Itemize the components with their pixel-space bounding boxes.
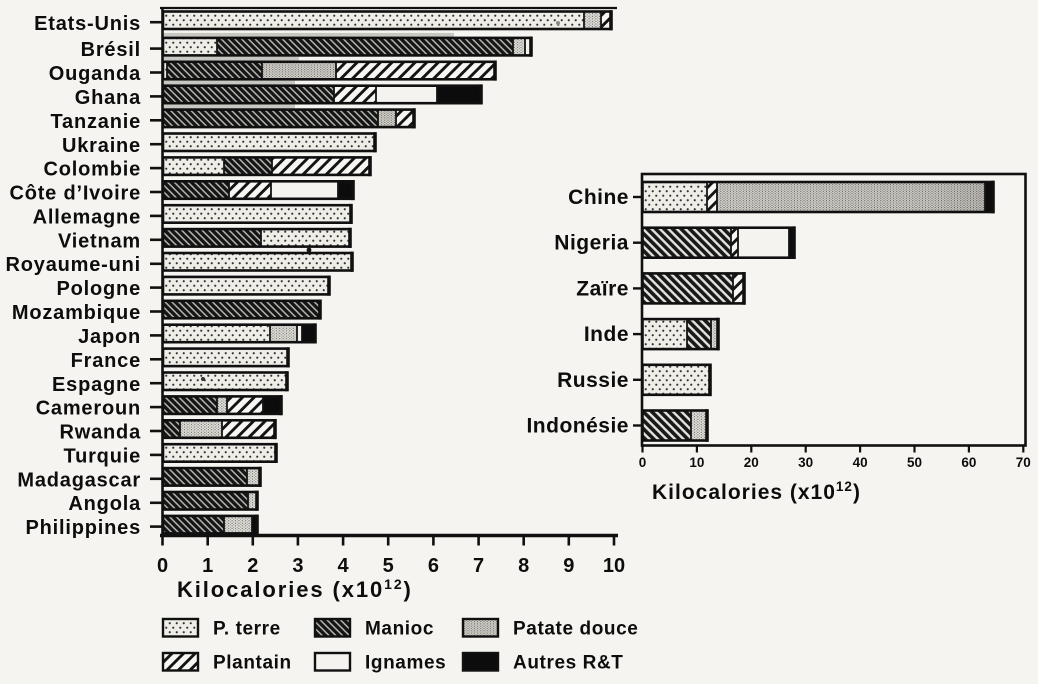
svg-text:2: 2 [247, 555, 258, 577]
svg-text:Inde: Inde [584, 323, 629, 346]
svg-text:P. terre: P. terre [213, 619, 281, 640]
svg-text:Plantain: Plantain [213, 653, 292, 674]
svg-text:6: 6 [428, 555, 439, 577]
svg-text:60: 60 [961, 455, 976, 470]
svg-text:Pologne: Pologne [57, 278, 142, 300]
svg-text:0: 0 [157, 555, 168, 577]
svg-text:Brésil: Brésil [81, 39, 141, 61]
svg-text:Vietnam: Vietnam [58, 230, 141, 252]
svg-text:Kilocalories (x1012): Kilocalories (x1012) [652, 479, 861, 504]
svg-text:Ukraine: Ukraine [62, 135, 141, 157]
svg-text:10: 10 [689, 455, 704, 470]
svg-text:France: France [71, 350, 141, 372]
svg-text:50: 50 [907, 455, 922, 470]
svg-text:Colombie: Colombie [43, 159, 141, 181]
svg-text:Allemagne: Allemagne [33, 206, 141, 228]
svg-text:Ghana: Ghana [75, 87, 141, 109]
svg-text:Japon: Japon [78, 326, 141, 348]
svg-text:Chine: Chine [568, 186, 629, 209]
svg-text:10: 10 [603, 555, 625, 577]
svg-text:Angola: Angola [68, 493, 141, 515]
svg-text:Russie: Russie [557, 369, 629, 392]
svg-text:70: 70 [1016, 455, 1031, 470]
svg-text:Zaïre: Zaïre [576, 277, 629, 300]
svg-text:Tanzanie: Tanzanie [51, 111, 142, 133]
svg-text:8: 8 [518, 555, 529, 577]
svg-text:5: 5 [383, 555, 394, 577]
svg-text:Nigeria: Nigeria [554, 232, 629, 255]
svg-text:4: 4 [338, 555, 350, 577]
svg-text:Manioc: Manioc [365, 619, 434, 640]
svg-text:Indonésie: Indonésie [526, 415, 629, 438]
svg-text:0: 0 [639, 455, 647, 470]
svg-text:30: 30 [798, 455, 813, 470]
svg-text:Autres R&T: Autres R&T [513, 653, 624, 674]
svg-text:Patate douce: Patate douce [513, 619, 638, 640]
svg-text:Madagascar: Madagascar [17, 469, 141, 491]
svg-text:Turquie: Turquie [64, 445, 141, 467]
svg-text:Etats-Unis: Etats-Unis [34, 13, 141, 35]
svg-text:Ouganda: Ouganda [49, 63, 141, 85]
svg-text:9: 9 [563, 555, 574, 577]
svg-text:40: 40 [853, 455, 868, 470]
svg-text:Cameroun: Cameroun [36, 398, 141, 420]
svg-text:Rwanda: Rwanda [60, 422, 142, 444]
svg-text:Royaume-uni: Royaume-uni [6, 254, 141, 276]
svg-text:3: 3 [292, 555, 303, 577]
svg-text:1: 1 [202, 555, 213, 577]
svg-text:Espagne: Espagne [52, 374, 141, 396]
svg-text:Philippines: Philippines [26, 517, 141, 539]
svg-text:20: 20 [744, 455, 759, 470]
svg-text:Kilocalories (x1012): Kilocalories (x1012) [177, 576, 413, 602]
svg-text:Mozambique: Mozambique [12, 302, 141, 324]
svg-text:Côte d’Ivoire: Côte d’Ivoire [9, 183, 141, 205]
svg-text:Ignames: Ignames [365, 653, 446, 674]
svg-text:7: 7 [473, 555, 484, 577]
